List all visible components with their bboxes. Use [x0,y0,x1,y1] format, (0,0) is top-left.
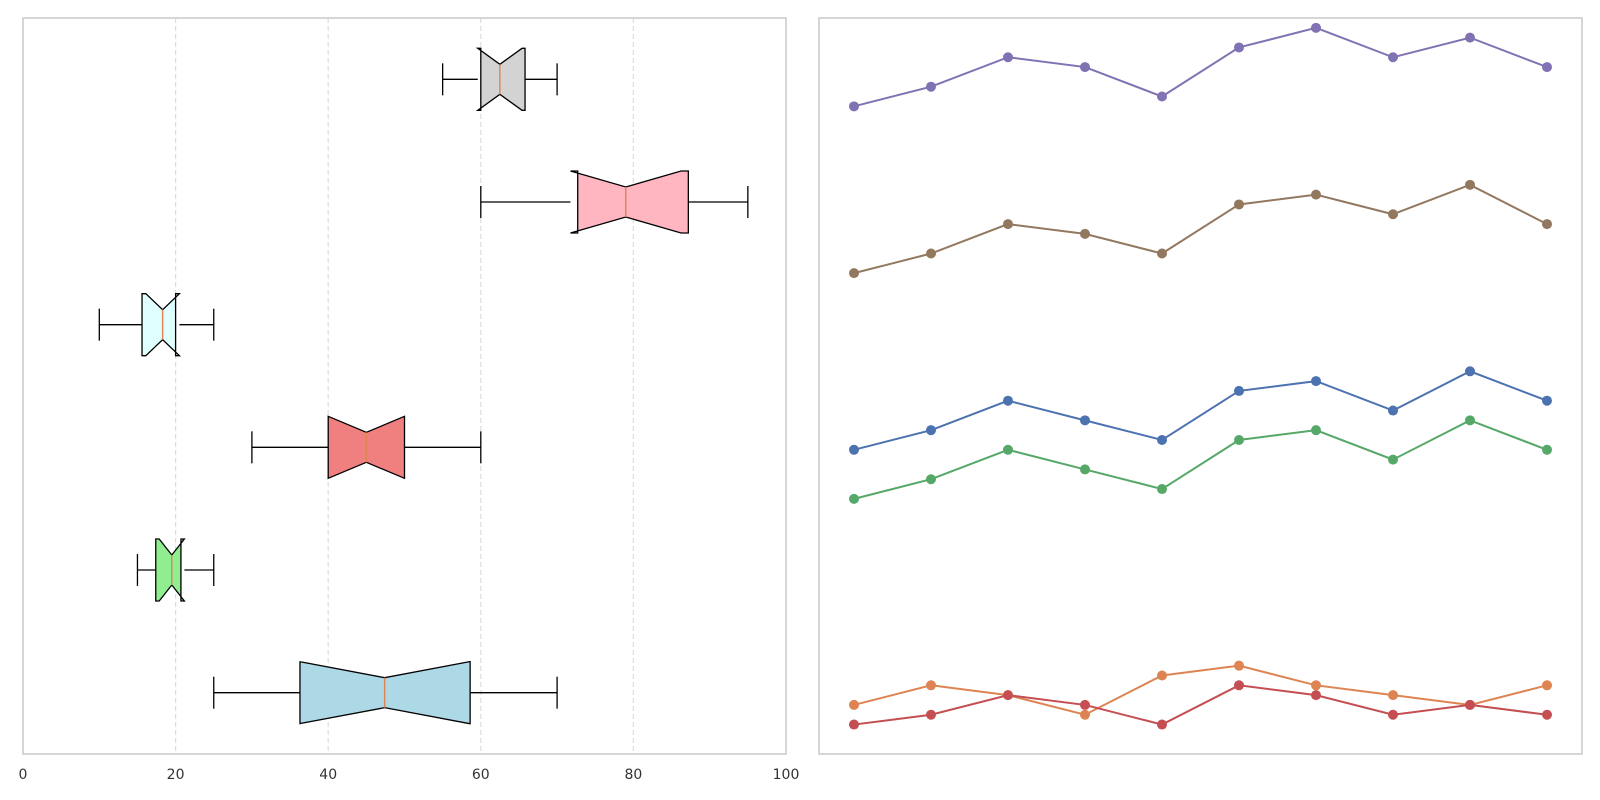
data-point [1388,690,1398,701]
data-point [1157,248,1167,259]
series-3 [849,415,1552,504]
data-point [1311,376,1321,387]
data-point [1311,690,1321,701]
data-point [1234,42,1244,53]
series-line [853,419,1548,500]
boxplot-boxes [98,47,749,725]
data-point [926,680,936,691]
x-tick-label: 100 [773,767,800,783]
data-point [1542,219,1552,230]
data-point [1311,189,1321,200]
data-point [1234,680,1244,691]
data-point [1311,680,1321,691]
data-point [849,719,859,730]
data-point [849,493,859,504]
data-point [1157,91,1167,102]
line-series-group [849,22,1552,730]
box-body [570,170,689,234]
data-point [849,268,859,279]
data-point [1234,434,1244,445]
data-point [1465,32,1475,43]
line-chart-frame [818,17,1583,755]
data-point [1003,219,1013,230]
data-point [1542,444,1552,455]
box-6 [441,47,558,111]
data-point [1080,464,1090,475]
vertical-gridlines [175,18,635,754]
data-point [1311,425,1321,436]
data-point [1542,709,1552,720]
data-point [1080,62,1090,73]
x-tick-label: 0 [19,767,28,783]
boxplot-panel: 0 20 40 60 80 100 [19,17,800,783]
x-tick-label: 60 [472,767,490,783]
data-point [1465,366,1475,377]
data-point [1388,405,1398,416]
data-point [1157,434,1167,445]
x-tick-labels: 0 20 40 60 80 100 [19,767,800,783]
data-point [1465,415,1475,426]
box-3 [251,415,482,480]
series-6 [849,179,1552,279]
data-point [1080,709,1090,720]
data-point [1542,62,1552,73]
line-chart-panel [818,17,1583,755]
box-body [475,47,526,111]
data-point [1465,699,1475,710]
series-4 [849,680,1552,730]
data-point [849,101,859,112]
data-point [926,425,936,436]
data-point [1157,719,1167,730]
data-point [1080,699,1090,710]
series-line [853,26,1548,108]
box-body [155,538,186,602]
data-point [1003,395,1013,406]
box-5 [480,170,749,234]
data-point [1157,484,1167,495]
data-point [1465,179,1475,190]
box-4 [98,293,215,357]
data-point [1003,690,1013,701]
series-5 [849,22,1552,112]
data-point [1003,52,1013,63]
series-line [853,684,1548,726]
data-point [926,709,936,720]
x-tick-label: 20 [167,767,185,783]
data-point [1542,395,1552,406]
box-1 [213,661,558,725]
data-point [1234,385,1244,396]
series-line [853,183,1548,275]
data-point [1003,444,1013,455]
data-point [1234,660,1244,671]
box-2 [136,538,215,602]
data-point [1388,709,1398,720]
box-body [141,293,182,357]
x-tick-label: 40 [319,767,337,783]
data-point [1388,209,1398,220]
x-tick-label: 80 [624,767,642,783]
data-point [1542,680,1552,691]
data-point [926,81,936,92]
series-line [853,664,1548,716]
series-1 [849,366,1552,455]
data-point [849,699,859,710]
data-point [1080,415,1090,426]
series-line [853,370,1548,451]
data-point [1080,228,1090,239]
data-point [1234,199,1244,210]
data-point [926,474,936,485]
boxplot-frame [22,17,787,755]
data-point [926,248,936,259]
data-point [1388,454,1398,465]
data-point [1157,670,1167,681]
data-point [1311,22,1321,33]
data-point [849,444,859,455]
data-point [1388,52,1398,63]
